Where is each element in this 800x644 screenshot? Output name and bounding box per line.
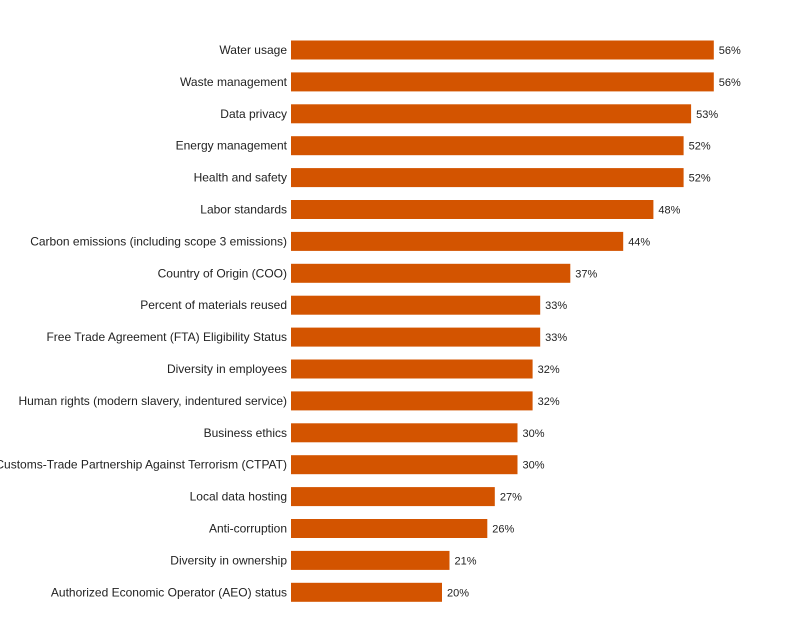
value-labels-group: 56% 56% 53% 52% 52% 48% 44% 37% 33% 33% 32% 32% 30% 3… bbox=[447, 45, 741, 599]
category-label: Carbon emissions (including scope 3 emis… bbox=[30, 234, 287, 248]
bar bbox=[291, 295, 541, 315]
category-label: Authorized Economic Operator (AEO) statu… bbox=[51, 585, 287, 599]
category-label: Free Trade Agreement (FTA) Eligibility S… bbox=[46, 330, 287, 344]
bar bbox=[291, 455, 518, 475]
category-label: Diversity in ownership bbox=[170, 553, 287, 567]
category-label: Local data hosting bbox=[190, 490, 287, 504]
value-label: 33% bbox=[545, 300, 567, 312]
bar bbox=[291, 359, 533, 379]
category-label: Percent of materials reused bbox=[140, 298, 287, 312]
category-label: Energy management bbox=[176, 139, 288, 153]
category-label: Country of Origin (COO) bbox=[158, 266, 287, 280]
value-label: 21% bbox=[455, 555, 477, 567]
bar bbox=[291, 582, 442, 602]
value-label: 20% bbox=[447, 587, 469, 599]
value-label: 30% bbox=[523, 428, 545, 440]
value-label: 27% bbox=[500, 492, 522, 504]
bar bbox=[291, 327, 541, 347]
bar bbox=[291, 104, 692, 124]
category-label: Anti-corruption bbox=[209, 522, 287, 536]
value-label: 52% bbox=[689, 173, 711, 185]
category-label: Health and safety bbox=[194, 171, 287, 185]
category-label: Water usage bbox=[219, 43, 287, 57]
value-label: 56% bbox=[719, 77, 741, 89]
bar bbox=[291, 423, 518, 443]
bar bbox=[291, 40, 714, 60]
bar bbox=[291, 487, 495, 507]
value-label: 32% bbox=[538, 364, 560, 376]
value-label: 56% bbox=[719, 45, 741, 57]
category-label: Waste management bbox=[180, 75, 288, 89]
value-label: 53% bbox=[696, 109, 718, 121]
bars-group bbox=[291, 40, 714, 602]
bar bbox=[291, 136, 684, 156]
bar bbox=[291, 168, 684, 188]
bar bbox=[291, 550, 450, 570]
value-label: 33% bbox=[545, 332, 567, 344]
category-label: Customs-Trade Partnership Against Terror… bbox=[0, 458, 287, 472]
value-label: 30% bbox=[523, 460, 545, 472]
category-label: Data privacy bbox=[220, 107, 287, 121]
value-label: 52% bbox=[689, 141, 711, 153]
bar bbox=[291, 231, 624, 251]
value-label: 48% bbox=[658, 205, 680, 217]
bar bbox=[291, 391, 533, 411]
category-labels-group: Water usage Waste management Data privacy E… bbox=[0, 43, 288, 599]
bar bbox=[291, 200, 654, 219]
bar bbox=[291, 519, 488, 538]
value-label: 32% bbox=[538, 396, 560, 408]
value-label: 26% bbox=[492, 524, 514, 536]
category-label: Human rights (modern slavery, indentured… bbox=[18, 394, 287, 408]
value-label: 44% bbox=[628, 236, 650, 248]
category-label: Business ethics bbox=[204, 426, 287, 440]
bar bbox=[291, 72, 714, 92]
category-label: Diversity in employees bbox=[167, 362, 287, 376]
bar bbox=[291, 263, 571, 283]
category-label: Labor standards bbox=[200, 203, 287, 217]
value-label: 37% bbox=[575, 268, 597, 280]
